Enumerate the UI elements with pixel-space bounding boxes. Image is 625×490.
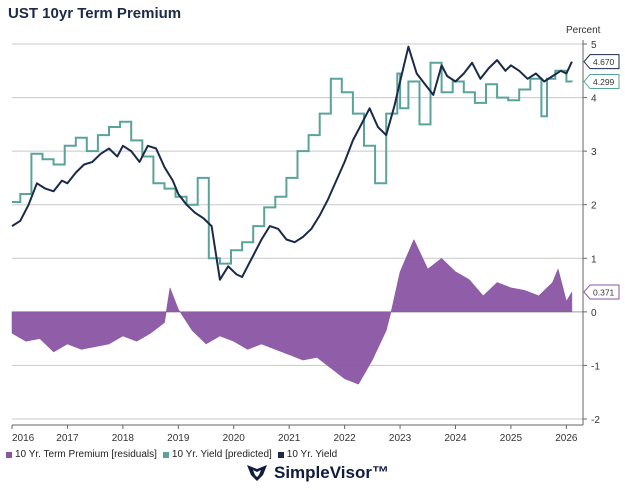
last-value-flag: 0.371 [583,284,620,300]
lines-layer [11,45,573,281]
legend-item-premium[interactable]: 10 Yr. Term Premium [residuals] [6,449,157,460]
legend-item-yield[interactable]: 10 Yr. Yield [277,449,338,460]
x-tick-label: 2022 [333,433,356,444]
legend-swatch-predicted [162,451,169,458]
legend-swatch-premium [6,451,12,458]
y-tick-label: -1 [591,361,600,372]
simplevisor-logo-icon [247,465,267,481]
x-tick-label: 2025 [500,433,523,444]
x-tick-label: 2026 [555,433,578,444]
axis-layer: -2 -1 0 1 2 3 4 5 Percent 2016 2017 2018 2019 2020 202… [11,25,601,444]
last-value-flag: 4.670 [583,54,620,70]
y-tick-label: 2 [591,201,597,212]
x-tick-label: 2021 [278,433,301,444]
legend-label-yield: 10 Yr. Yield [286,449,338,460]
chart-title: UST 10yr Term Premium [8,5,182,22]
grid-layer [12,43,583,420]
y-tick-label: 4 [591,94,597,105]
y-tick-label: 0 [591,308,597,319]
legend-label-predicted: 10 Yr. Yield [predicted] [171,449,272,460]
x-tick-label: 2020 [223,433,246,444]
legend-label-premium: 10 Yr. Term Premium [residuals] [15,449,157,460]
y-tick-label: -2 [591,415,600,426]
predicted-yield-line [12,61,573,265]
last-value-text: 4.670 [593,57,615,67]
brand-name: SimpleVisor™ [274,463,389,482]
last-value-flag: 4.299 [583,74,620,90]
y-tick-label: 1 [591,254,597,265]
legend: 10 Yr. Term Premium [residuals] 10 Yr. Y… [6,449,337,460]
premium-area-layer [11,238,573,385]
y-tick-label: 3 [591,147,597,158]
x-tick-label: 2019 [167,433,190,444]
last-value-text: 4.299 [593,77,615,87]
x-tick-label: 2018 [112,433,135,444]
legend-swatch-yield [277,451,284,458]
legend-item-predicted[interactable]: 10 Yr. Yield [predicted] [162,449,272,460]
last-value-box [583,74,620,90]
last-value-box [583,54,620,70]
simplevisor-logo: SimpleVisor™ [245,463,389,483]
x-tick-label: 2023 [389,433,412,444]
yield-line [11,45,573,281]
last-value-box [583,284,620,300]
x-tick-label: 2017 [56,433,79,444]
y-axis-label: Percent [566,25,601,36]
y-tick-label: 5 [591,40,597,51]
value-label-layer: 4.670 4.299 0.371 [583,54,620,300]
last-value-text: 0.371 [593,287,615,297]
x-tick-label: 2024 [444,433,467,444]
premium-area [11,238,573,385]
x-tick-label: 2016 [12,433,35,444]
